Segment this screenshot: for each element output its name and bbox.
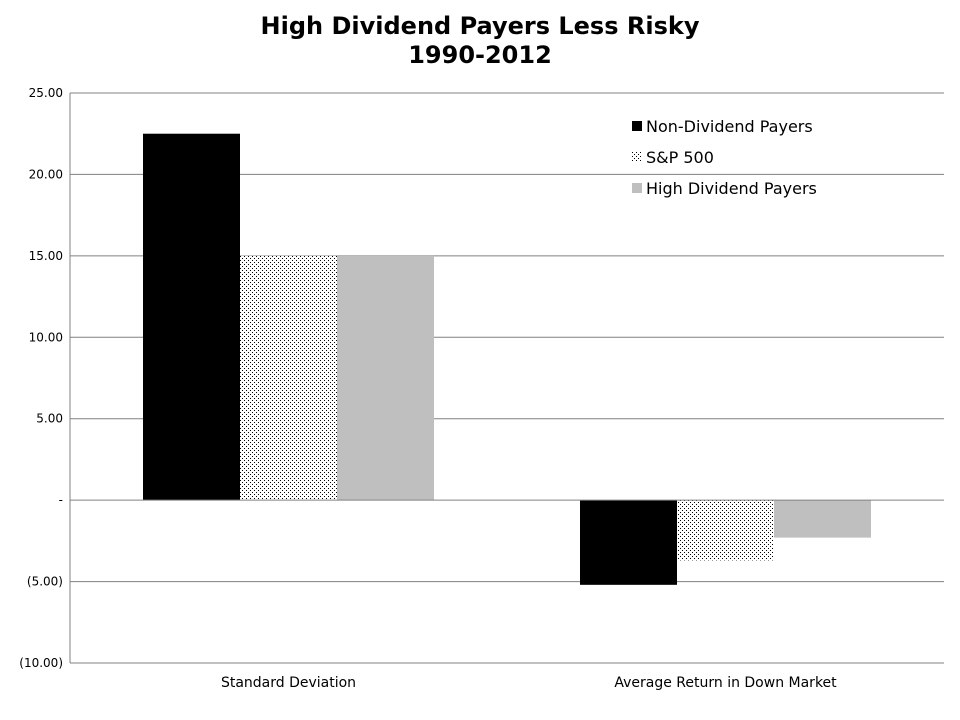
y-tick-label: (5.00) [27, 575, 63, 589]
y-tick-label: 25.00 [29, 86, 63, 100]
y-tick-label: - [59, 493, 63, 507]
bar-sp-500 [240, 255, 337, 501]
legend-swatch [632, 152, 642, 162]
legend-label: Non-Dividend Payers [646, 117, 813, 136]
y-tick-label: 15.00 [29, 249, 63, 263]
legend-label: S&P 500 [646, 148, 714, 167]
y-axis: 25.00 20.00 15.00 10.00 5.00 - (5.00) (10.00) [19, 86, 71, 670]
chart-subtitle: 1990-2012 [408, 41, 552, 69]
y-tick-label: (10.00) [19, 656, 63, 670]
legend: Non-Dividend Payers S&P 500 High Dividend … [632, 117, 817, 198]
x-category-label: Average Return in Down Market [614, 675, 837, 691]
bar-sp-500 [677, 500, 774, 561]
y-tick-label: 20.00 [29, 167, 63, 181]
chart-title: High Dividend Payers Less Risky [261, 12, 700, 40]
zero-line-layer [70, 499, 944, 664]
x-axis-labels: Standard Deviation Average Return in Down… [221, 675, 837, 691]
bar-high-dividend-payers [337, 255, 434, 501]
y-tick-label: 10.00 [29, 330, 63, 344]
bar-non-dividend-payers [580, 500, 677, 585]
legend-swatch [632, 183, 642, 193]
legend-label: High Dividend Payers [646, 179, 817, 198]
bar-high-dividend-payers [774, 500, 871, 538]
bar-non-dividend-payers [143, 133, 240, 501]
bars [143, 133, 871, 585]
y-tick-label: 5.00 [36, 412, 63, 426]
legend-swatch [632, 121, 642, 131]
x-category-label: Standard Deviation [221, 675, 356, 691]
